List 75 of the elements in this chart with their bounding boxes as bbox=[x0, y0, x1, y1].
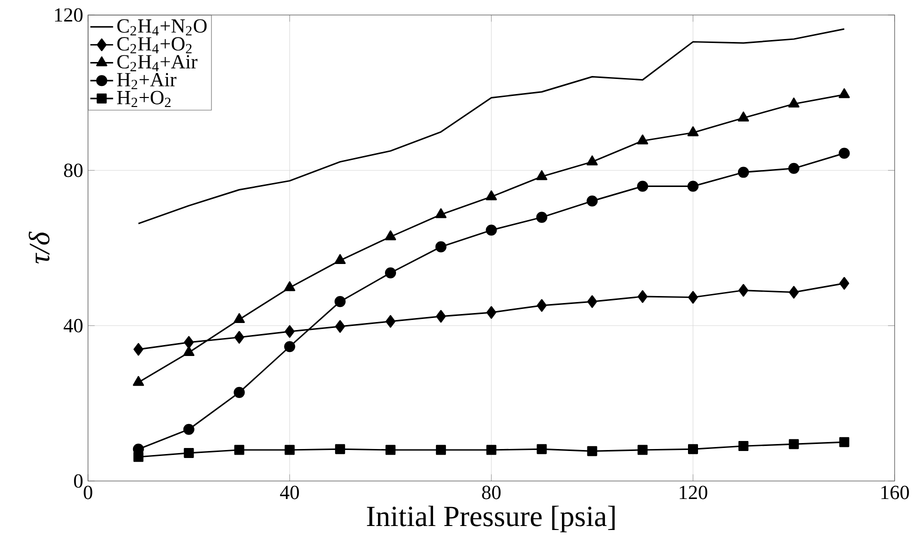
point bbox=[586, 195, 598, 207]
point bbox=[738, 441, 748, 452]
y-tick-label: 80 bbox=[64, 164, 83, 178]
point bbox=[788, 286, 799, 299]
y-axis-title: τ/δ bbox=[28, 231, 50, 264]
point bbox=[839, 277, 850, 290]
point bbox=[788, 162, 800, 174]
point bbox=[687, 180, 699, 192]
point bbox=[132, 376, 144, 386]
point bbox=[436, 310, 446, 323]
point bbox=[838, 88, 850, 98]
point bbox=[688, 290, 698, 304]
legend-label: H$_{2}$+O$_{2}$ bbox=[117, 90, 171, 108]
point bbox=[335, 444, 346, 454]
point bbox=[234, 444, 244, 455]
x-axis-title: Initial Pressure [psia] bbox=[366, 506, 615, 532]
point bbox=[386, 444, 396, 455]
point bbox=[183, 346, 194, 356]
point bbox=[587, 295, 598, 308]
point bbox=[637, 180, 648, 192]
y-tick-label: 0 bbox=[74, 474, 83, 488]
point bbox=[334, 254, 346, 264]
point bbox=[838, 148, 850, 159]
legend-label: C$_{2}$H$_{4}$+O$_{2}$ bbox=[117, 37, 192, 54]
point bbox=[184, 336, 194, 349]
point bbox=[184, 448, 194, 458]
x-tick-label: 0 bbox=[84, 486, 92, 500]
point bbox=[486, 224, 497, 236]
point bbox=[486, 190, 497, 200]
point bbox=[486, 444, 496, 455]
point bbox=[638, 290, 648, 303]
point bbox=[688, 444, 698, 454]
point bbox=[234, 386, 245, 398]
point bbox=[839, 437, 850, 448]
point bbox=[133, 343, 144, 356]
legend-label: C$_{2}$H$_{4}$+Air bbox=[117, 55, 198, 72]
legend-label: C$_{2}$H$_{4}$+N$_{2}$O bbox=[117, 19, 207, 36]
point bbox=[384, 230, 396, 240]
point bbox=[234, 313, 245, 323]
point bbox=[536, 170, 548, 180]
point bbox=[234, 330, 244, 344]
point bbox=[435, 208, 447, 218]
x-tick-label: 120 bbox=[680, 486, 708, 500]
point bbox=[738, 166, 749, 178]
point bbox=[536, 212, 548, 223]
y-tick-label: 120 bbox=[55, 8, 83, 22]
point bbox=[486, 306, 496, 319]
point bbox=[637, 134, 648, 144]
point bbox=[384, 267, 396, 278]
point bbox=[638, 444, 648, 455]
point bbox=[788, 439, 799, 450]
point bbox=[284, 341, 296, 352]
point bbox=[335, 320, 346, 333]
point bbox=[435, 241, 446, 252]
y-tick-label: 40 bbox=[64, 318, 83, 332]
point bbox=[738, 284, 748, 297]
point bbox=[587, 446, 598, 456]
point bbox=[284, 444, 295, 455]
point bbox=[536, 299, 547, 312]
x-tick-label: 160 bbox=[881, 486, 909, 500]
point bbox=[133, 452, 144, 462]
point bbox=[334, 296, 346, 308]
legend-label: H$_{2}$+Air bbox=[117, 73, 176, 90]
point bbox=[687, 126, 699, 136]
point bbox=[284, 325, 295, 338]
point bbox=[183, 424, 194, 435]
x-tick-label: 40 bbox=[280, 486, 299, 500]
point bbox=[284, 281, 296, 292]
point bbox=[738, 112, 750, 122]
point bbox=[386, 315, 396, 328]
point bbox=[536, 444, 547, 454]
x-tick-label: 80 bbox=[482, 486, 501, 500]
point bbox=[788, 98, 800, 108]
point bbox=[436, 444, 446, 455]
point bbox=[586, 155, 598, 166]
